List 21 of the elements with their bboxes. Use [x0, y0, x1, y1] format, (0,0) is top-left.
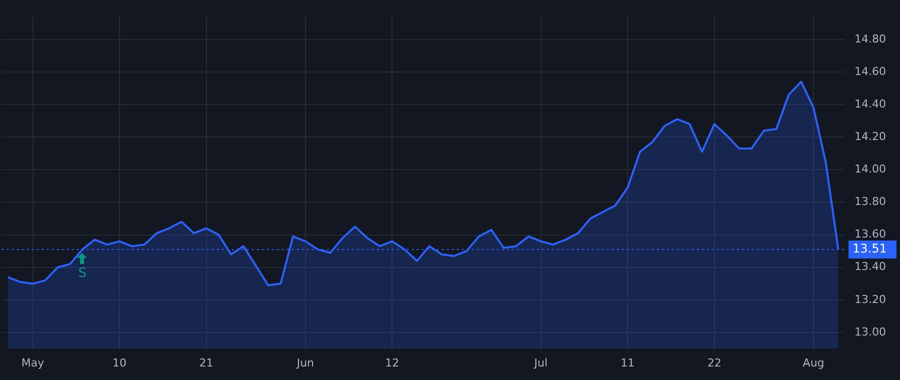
x-tick-label: 12 [385, 356, 400, 370]
x-tick-label: May [21, 356, 45, 370]
y-tick-label: 14.00 [854, 162, 886, 176]
x-tick-label: 22 [707, 356, 722, 370]
y-tick-label: 13.40 [854, 260, 886, 274]
y-tick-label: 13.60 [854, 228, 886, 241]
y-tick-label: 14.60 [854, 64, 886, 78]
y-tick-label: 14.40 [854, 97, 886, 110]
y-tick-label: 13.80 [854, 195, 886, 208]
x-tick-label: Jul [533, 356, 548, 370]
x-tick-label: 10 [112, 356, 127, 370]
x-tick-label: 21 [199, 356, 214, 370]
y-tick-label: 14.20 [854, 130, 886, 143]
y-tick-label: 14.80 [854, 32, 886, 46]
x-tick-label: Jun [296, 356, 314, 370]
y-tick-label: 13.20 [854, 292, 886, 306]
x-tick-label: 11 [620, 356, 635, 370]
y-tick-label: 13.00 [854, 325, 886, 338]
annotation: S [77, 266, 88, 282]
x-tick-label: Aug [802, 356, 824, 370]
ref-line-label: 13.51 [852, 242, 887, 256]
